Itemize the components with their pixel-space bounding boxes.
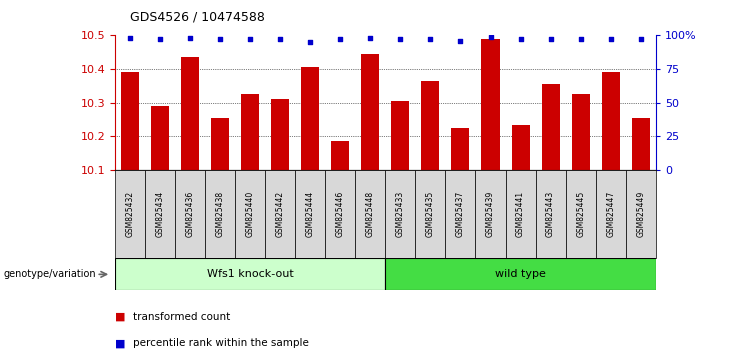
FancyBboxPatch shape [145,170,175,258]
Text: GSM825447: GSM825447 [606,191,615,237]
FancyBboxPatch shape [325,170,355,258]
Text: GSM825432: GSM825432 [125,191,134,237]
Text: GSM825438: GSM825438 [216,191,225,237]
FancyBboxPatch shape [295,170,325,258]
Point [454,38,466,44]
FancyBboxPatch shape [596,170,625,258]
Bar [542,84,559,170]
Bar [181,57,199,170]
Point [545,36,556,42]
Text: GSM825444: GSM825444 [306,191,315,237]
FancyBboxPatch shape [235,170,265,258]
Point [394,36,406,42]
Bar [151,106,169,170]
FancyBboxPatch shape [416,170,445,258]
FancyBboxPatch shape [175,170,205,258]
Bar [632,118,650,170]
Text: GSM825437: GSM825437 [456,191,465,237]
Text: GSM825443: GSM825443 [546,191,555,237]
Point [334,36,346,42]
Text: GSM825445: GSM825445 [576,191,585,237]
Point [635,36,647,42]
Text: GSM825441: GSM825441 [516,191,525,237]
Bar [391,101,409,170]
Bar [511,125,530,170]
Text: GSM825448: GSM825448 [366,191,375,237]
Text: GSM825442: GSM825442 [276,191,285,237]
FancyBboxPatch shape [445,170,476,258]
Bar [301,67,319,170]
Bar [331,141,349,170]
Point [425,36,436,42]
Point [575,36,587,42]
Text: GSM825435: GSM825435 [426,191,435,237]
FancyBboxPatch shape [115,170,145,258]
Text: GSM825439: GSM825439 [486,191,495,237]
Point [154,36,166,42]
Point [124,35,136,41]
Bar [271,99,289,170]
FancyBboxPatch shape [476,170,505,258]
Point [274,36,286,42]
Bar [241,94,259,170]
Bar [571,94,590,170]
Text: GSM825440: GSM825440 [245,191,255,237]
Bar [362,54,379,170]
Point [514,36,526,42]
Text: Wfs1 knock-out: Wfs1 knock-out [207,269,293,279]
Text: GSM825433: GSM825433 [396,191,405,237]
FancyBboxPatch shape [385,170,416,258]
Text: ■: ■ [115,338,125,348]
FancyBboxPatch shape [505,170,536,258]
Point [605,36,617,42]
Point [214,36,226,42]
FancyBboxPatch shape [205,170,235,258]
Text: GSM825436: GSM825436 [185,191,194,237]
Point [365,35,376,41]
FancyBboxPatch shape [385,258,656,290]
Bar [422,81,439,170]
FancyBboxPatch shape [536,170,565,258]
Point [184,35,196,41]
FancyBboxPatch shape [115,258,385,290]
FancyBboxPatch shape [565,170,596,258]
Text: GSM825446: GSM825446 [336,191,345,237]
Text: GSM825434: GSM825434 [156,191,165,237]
Bar [211,118,229,170]
Point [485,34,496,40]
Text: percentile rank within the sample: percentile rank within the sample [133,338,309,348]
Bar [451,128,470,170]
Text: ■: ■ [115,312,125,322]
Text: GDS4526 / 10474588: GDS4526 / 10474588 [130,11,265,24]
Text: genotype/variation: genotype/variation [4,269,96,279]
FancyBboxPatch shape [625,170,656,258]
Bar [121,72,139,170]
FancyBboxPatch shape [355,170,385,258]
Text: transformed count: transformed count [133,312,230,322]
Point [244,36,256,42]
Text: GSM825449: GSM825449 [637,191,645,237]
Bar [602,72,619,170]
Point [305,39,316,45]
Bar [482,39,499,170]
Text: wild type: wild type [495,269,546,279]
FancyBboxPatch shape [265,170,295,258]
